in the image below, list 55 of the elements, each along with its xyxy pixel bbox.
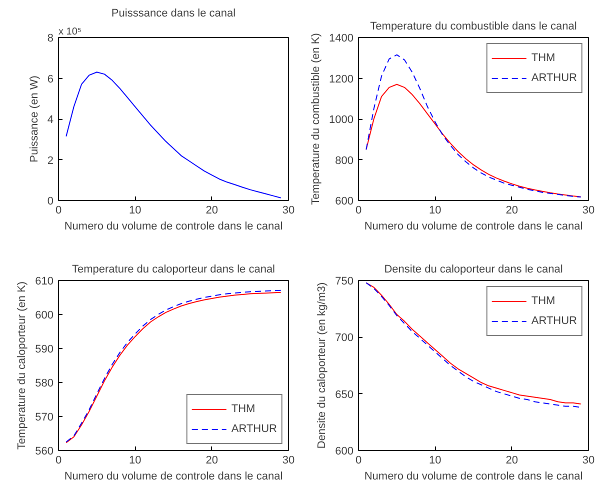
- y-tick-label: 700: [335, 332, 354, 344]
- y-tick-label: 800: [335, 154, 354, 167]
- y-tick-label: 590: [35, 344, 54, 356]
- y-tick-label: 4: [47, 114, 54, 126]
- x-tick-label: 10: [129, 454, 142, 466]
- y-tick-label: 600: [35, 310, 54, 322]
- y-axis-title: Puissance (en W): [28, 76, 40, 162]
- y-axis-title: Temperature du caloporteur (en K): [16, 281, 28, 450]
- y-tick-label: 750: [335, 276, 354, 288]
- y-tick-label: 1200: [329, 73, 354, 86]
- x-tick-label: 0: [355, 454, 362, 466]
- x-tick-label: 10: [429, 204, 442, 216]
- y-axis-title: Temperature du combustible (en K): [310, 33, 322, 205]
- legend-label: ARTHUR: [231, 423, 277, 435]
- y-tick-label: 650: [335, 388, 354, 401]
- text: x 10⁵: [58, 26, 82, 38]
- y-tick-label: 610: [35, 276, 54, 288]
- x-tick-label: 30: [582, 204, 595, 216]
- legend-label: THM: [231, 403, 256, 415]
- x-tick-label: 30: [282, 204, 295, 216]
- x-axis-title: Numero du volume de controle dans le canal: [64, 220, 283, 232]
- legend-label: THM: [531, 295, 556, 307]
- x-tick-label: 10: [129, 204, 142, 216]
- x-tick-label: 30: [282, 454, 295, 466]
- chart-title: Temperature du caloporteur dans le canal: [72, 264, 276, 276]
- y-tick-label: 580: [35, 378, 54, 390]
- x-tick-label: 20: [506, 204, 518, 216]
- x-axis-title: Numero du volume de controle dans le canal: [364, 220, 583, 232]
- x-axis-title: Numero du volume de controle dans le canal: [364, 470, 583, 482]
- y-axis-title: Densite du caloporteur (en kg/m3): [316, 282, 328, 449]
- y-tick-label: 560: [35, 446, 54, 458]
- legend-label: ARTHUR: [531, 315, 577, 327]
- x-tick-label: 30: [582, 454, 595, 466]
- chart-title: Temperature du combustible dans le canal: [370, 20, 577, 32]
- y-tick-label: 2: [47, 154, 54, 167]
- x-tick-label: 20: [506, 454, 518, 466]
- legend-label: ARTHUR: [531, 72, 577, 84]
- y-tick-label: 0: [47, 196, 54, 208]
- y-tick-label: 570: [35, 412, 54, 424]
- chart-title: Puisssance dans le canal: [111, 8, 236, 20]
- x-tick-label: 20: [206, 204, 218, 216]
- chart-title: Densite du caloporteur dans le canal: [384, 264, 563, 276]
- y-tick-label: 6: [47, 73, 54, 86]
- x-axis-title: Numero du volume de controle dans le canal: [64, 470, 283, 482]
- x-tick-label: 0: [355, 204, 362, 216]
- y-tick-label: 600: [335, 446, 354, 458]
- y-tick-label: 600: [335, 196, 354, 208]
- x-tick-label: 10: [429, 454, 442, 466]
- x-tick-label: 0: [55, 454, 62, 466]
- y-tick-label: 8: [47, 32, 54, 44]
- x-tick-label: 0: [55, 204, 62, 216]
- y-tick-label: 1400: [329, 32, 354, 44]
- y-tick-label: 1000: [329, 114, 354, 126]
- x-tick-label: 20: [206, 454, 218, 466]
- legend-label: THM: [531, 52, 556, 64]
